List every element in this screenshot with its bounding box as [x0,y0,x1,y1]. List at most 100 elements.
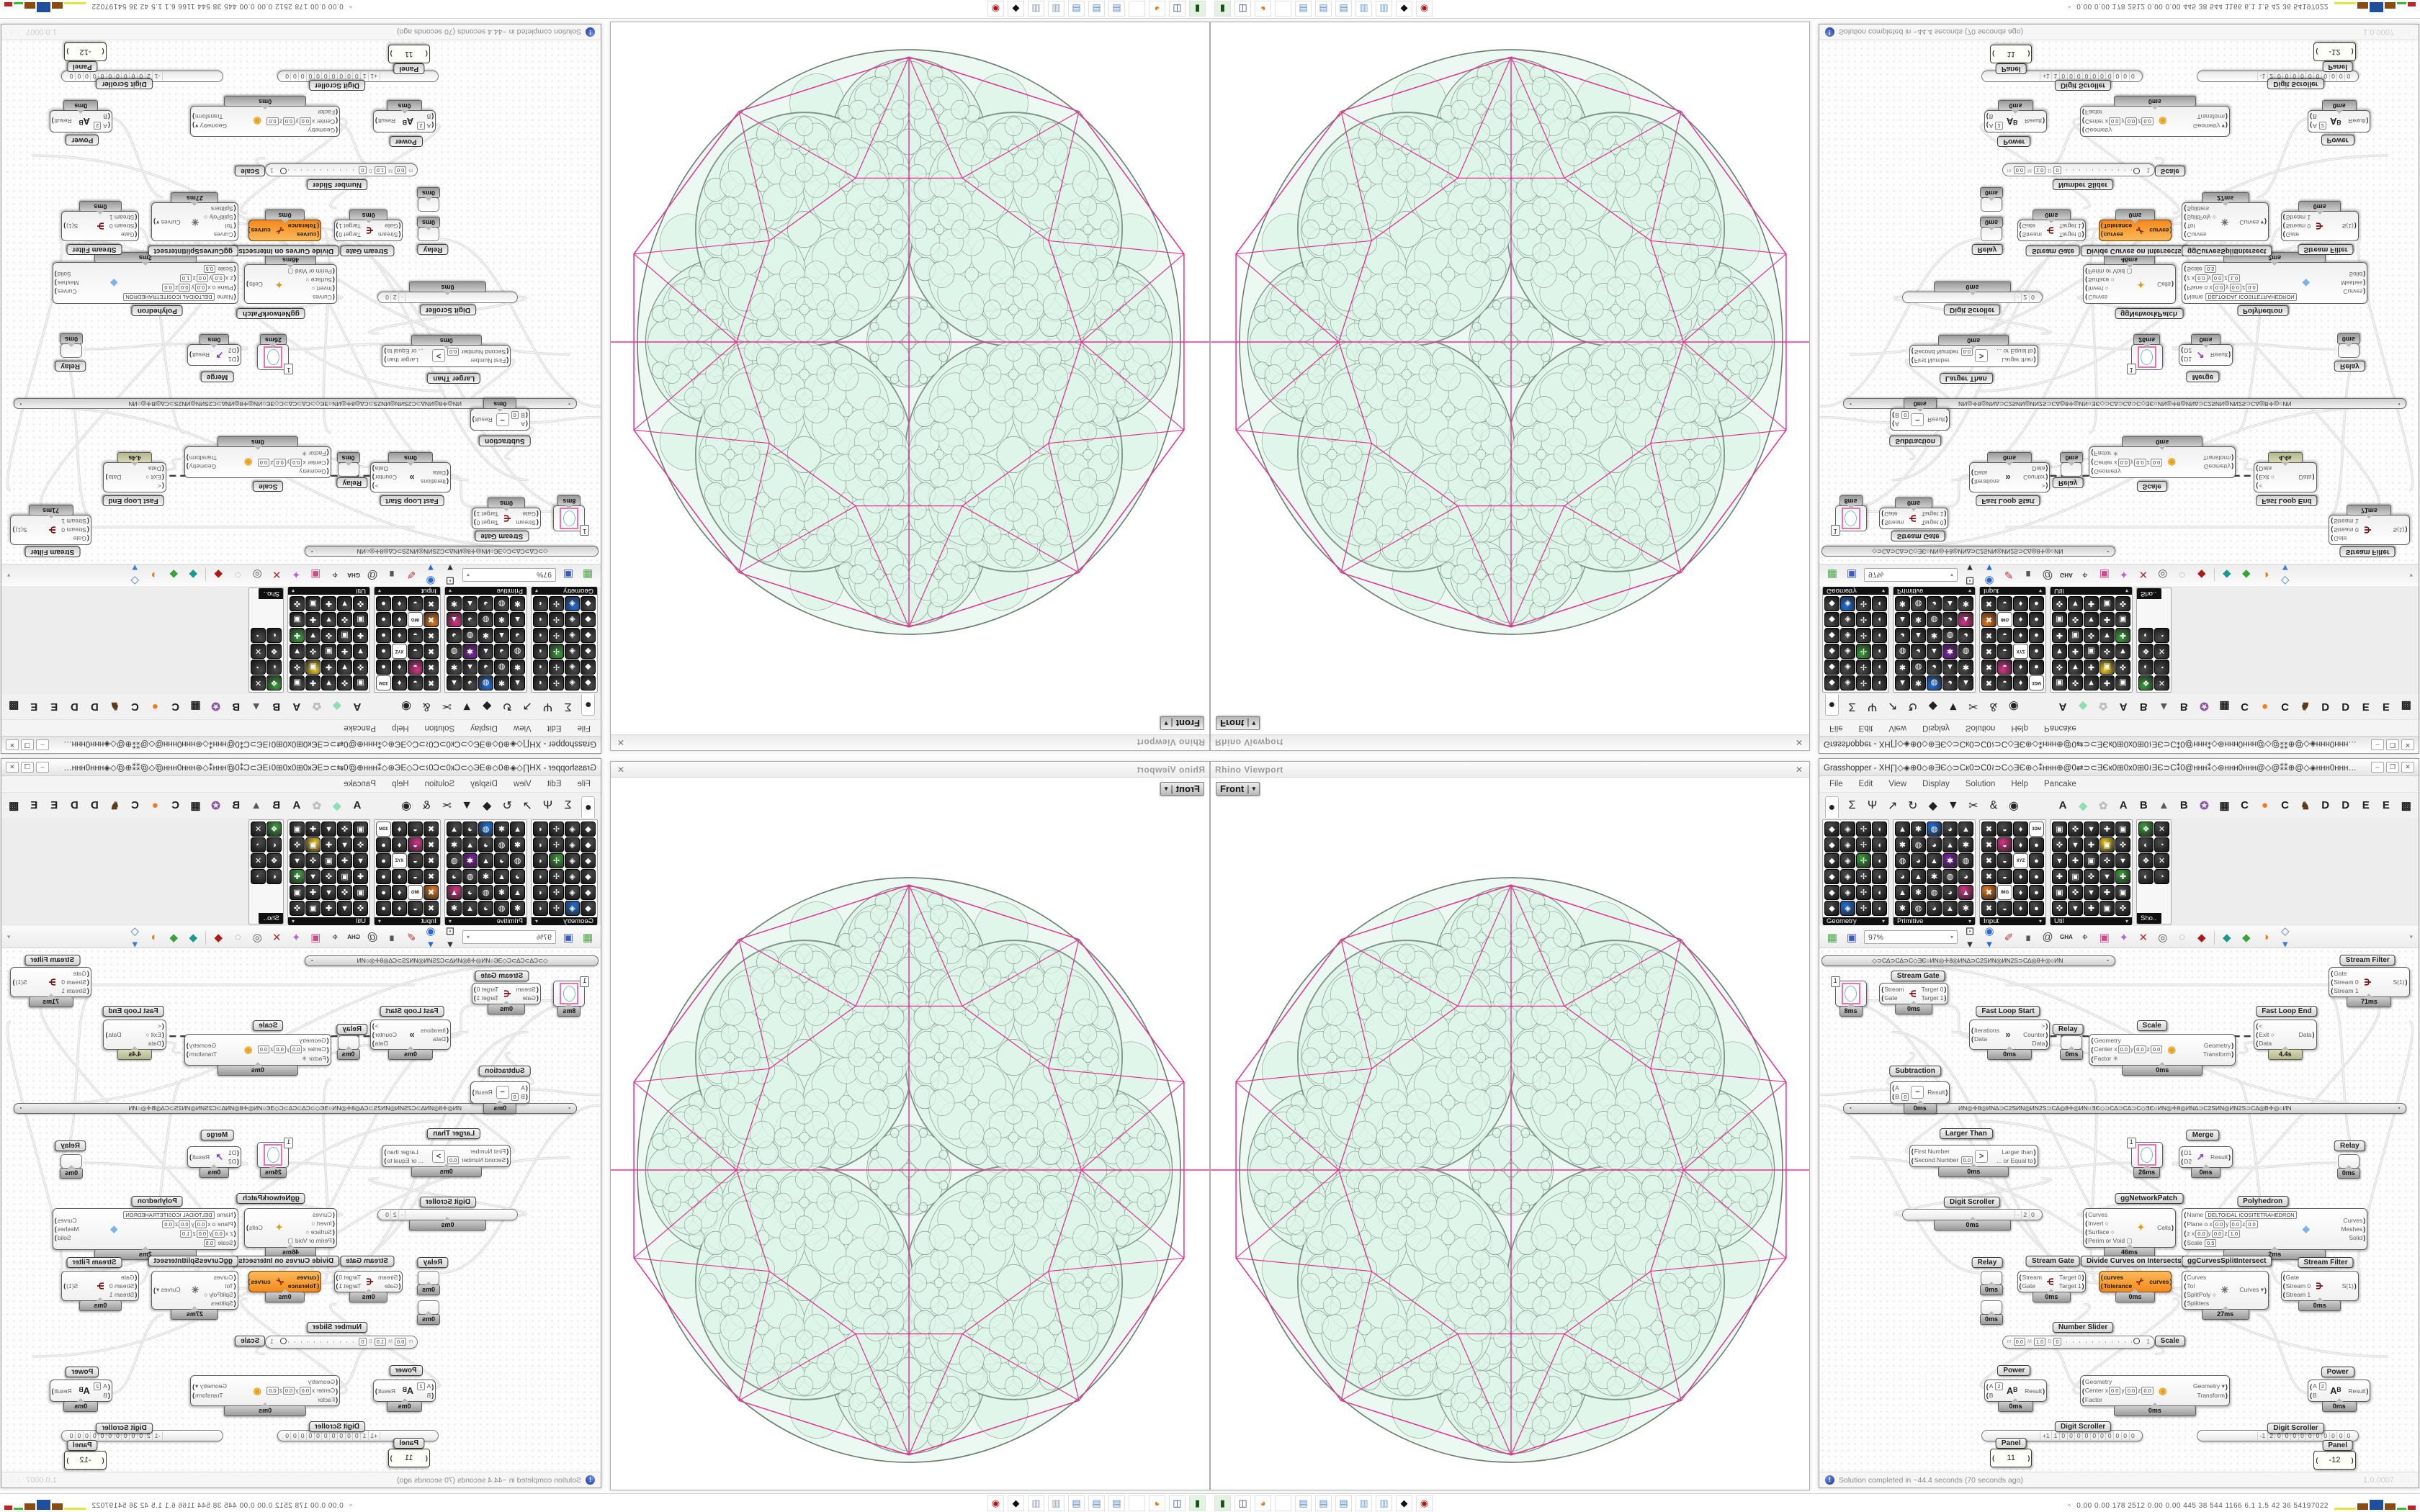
gimp-icon[interactable]: ◆ [1396,1495,1412,1511]
gh-node-power-left[interactable]: (A 2(B Aᴮ Result) 0ms [1984,99,2048,132]
palette-icon[interactable]: ◕ [447,869,462,884]
plugin-tab-3[interactable]: A [2119,799,2128,811]
component-tab-8[interactable]: & [1989,798,1998,811]
slider-m-chip[interactable]: 0.0 [394,166,407,174]
gh-node-merge[interactable]: (D1(D2 ↗ Result) 0ms [187,1146,241,1178]
menu-item-pancake[interactable]: Pancake [344,724,376,732]
component-body[interactable]: (Gate(Stream 0(Stream 1 Ψ S(1)) [2329,514,2410,545]
component-name-tag-number-slider[interactable]: Number Slider [2052,1322,2114,1333]
output-port-geometry[interactable]: Geometry) [186,462,217,470]
input-port-first-number[interactable]: (First Number [1911,356,1950,364]
palette-icon[interactable]: ▼ [2084,822,2099,837]
output-port-curves[interactable]: curves) [2149,227,2172,235]
plugin-tab-7[interactable]: ✪ [211,700,220,713]
palette-icon[interactable]: ▣ [337,869,352,884]
palette-icon[interactable]: ◖ [533,901,548,916]
close-icon[interactable]: ✕ [1795,764,1803,775]
number-slider-node[interactable]: m 0.0 M 1.0 D 0 1 [265,1335,418,1349]
gh-node-relay-left-2[interactable]: 0ms [417,1300,441,1325]
palette-icon[interactable]: ◒ [1997,596,2012,611]
input-port-curves[interactable]: (Curves [312,1210,335,1218]
input-port-stream-1[interactable]: (Stream 1 [109,1290,138,1298]
value-chip[interactable]: 0.0 [2246,1220,2258,1228]
palette-icon[interactable]: ◕ [1942,675,1958,690]
component-body[interactable]: (Curves(Tol(SplitPoly ○(Splitters ✳ Curves… [151,202,238,242]
plugin-tab-8[interactable]: ▦ [190,700,201,713]
palette-icon[interactable]: ◖ [533,660,548,675]
input-port-splitters[interactable]: (Splitters [2184,1299,2210,1307]
green-pin-icon[interactable]: ◆ [2242,568,2251,581]
calculator-icon[interactable]: ▤ [1335,1,1352,17]
palette-icon[interactable]: ✢ [1856,853,1871,868]
input-port-factor[interactable]: (Factor ✳ [2091,1055,2118,1063]
output-port-transform[interactable]: Transform) [192,112,223,120]
output-port-geometry[interactable]: Geometry ▾) [192,122,228,130]
component-tab-1[interactable]: Σ [1848,701,1856,714]
component-name-tag-digit-scroller[interactable]: Digit Scroller [419,305,476,316]
palette-group-label[interactable]: Util ▾ [288,917,369,925]
palette-icon[interactable]: ✢ [1856,869,1871,884]
group-bar-top[interactable]: ◇⊃С∆⊃С∆⊃С◇ƎЄ○ИN◎✛8◎ИN∆⊃С2SИN◎ИN2S⊃С∆◎8✛◎… [305,955,599,967]
palette-icon[interactable]: ◕ [1927,660,1942,675]
component-name-tag-fast-loop-end[interactable]: Fast Loop End [2256,495,2318,507]
palette-icon[interactable]: ✱ [1958,837,1973,852]
palette-icon[interactable]: ◆ [581,675,596,690]
palette-icon[interactable]: ✚ [2099,885,2115,900]
component-body[interactable]: (Curves(Tol(SplitPoly ○(Splitters ✳ Curves… [151,1270,238,1310]
palette-icon[interactable]: ✱ [447,660,462,675]
firefox-icon[interactable]: ◕ [1255,1,1271,17]
find-page-icon[interactable]: ⌖ [332,931,339,943]
slider-track[interactable] [277,1337,354,1344]
input-port-stream-0[interactable]: (Stream 0 [2282,222,2311,230]
palette-icon[interactable]: ▲ [510,885,525,900]
palette-icon[interactable]: ✖ [424,837,439,852]
palette-icon[interactable]: ♦ [392,869,407,884]
palette-icon[interactable]: ✖ [424,885,439,900]
red-gem-icon[interactable]: ◆ [214,931,223,944]
palette-icon[interactable]: ◈ [565,596,580,611]
component-name-tag-relay[interactable]: Relay [336,477,368,489]
palette-icon[interactable]: ✚ [2115,628,2130,643]
palette-icon[interactable]: ✚ [2115,869,2130,884]
plugin-tab-15[interactable]: E [2362,701,2370,713]
input-port-[interactable]: (< [2256,482,2263,490]
palette-icon[interactable]: ▲ [494,869,509,884]
palette-icon[interactable]: ✜ [2084,869,2099,884]
output-port-curves[interactable]: Curves ▾) [2239,1286,2267,1294]
input-port-surface[interactable]: (Surface ○ [305,1228,335,1236]
value-chip[interactable]: 0.0 [290,458,302,467]
palette-icon[interactable]: ◖ [1872,822,1887,837]
viewport-titlebar[interactable]: Rhino Viewport ✕ [611,734,1209,750]
palette-icon[interactable]: ◕ [478,596,493,611]
palette-icon[interactable]: ✱ [1895,837,1910,852]
group-bar-top[interactable]: ◇⊃С∆⊃С∆⊃С◇ƎЄ○ИN◎✛8◎ИN∆⊃С2SИN◎ИN2S⊃С∆◎8✛◎… [1821,545,2115,557]
input-port-factor[interactable]: (Factor [318,108,339,116]
digit-cell[interactable]: 0 [299,1431,307,1440]
component-tab-2[interactable]: Ψ [542,798,553,811]
digit-cell[interactable]: · [2015,1210,2021,1220]
palette-icon[interactable]: ✖ [424,853,439,868]
digit-cell[interactable]: 0 [2336,72,2345,81]
palette-icon[interactable]: XYZ [392,853,407,868]
palette-icon[interactable]: ♦ [2013,596,2028,611]
input-port-gate[interactable]: (Gate [73,534,89,542]
input-port-center-x-0-0-y-0-0-z-0-0[interactable]: (Center x0.0y0.0z0.0 [257,458,329,467]
close-button[interactable]: ✕ [6,762,19,773]
gh-node-divide-curves-on-intersects[interactable]: (curves(Tolerance ✂ curves) 0ms [248,1270,322,1302]
palette-icon[interactable]: ◖ [1872,644,1887,659]
palette-icon[interactable]: ✕ [2154,675,2169,690]
component-name-tag-stream-filter[interactable]: Stream Filter [66,244,122,256]
calculator-icon[interactable]: ▤ [1315,1,1332,17]
gh-node-subtraction[interactable]: (A(B 0− Result) 0ms [470,1081,530,1114]
input-port-a[interactable]: (A [1892,1084,1899,1092]
plugin-tab-14[interactable]: D [70,799,79,811]
red-gem-icon[interactable]: ◆ [2197,931,2206,944]
value-chip[interactable]: 0.0 [212,274,225,283]
gha-icon[interactable]: GHA [2060,572,2073,578]
digit-cell[interactable]: +1 [2040,72,2052,81]
output-port-result[interactable]: Result) [2210,351,2231,359]
component-body[interactable]: (Name DELTOIDAL ICOSITETRAHEDRON(Plane o… [2182,262,2368,305]
remote-at-icon[interactable]: @ [2042,931,2053,943]
jar-icon[interactable]: ∎ [388,568,395,581]
